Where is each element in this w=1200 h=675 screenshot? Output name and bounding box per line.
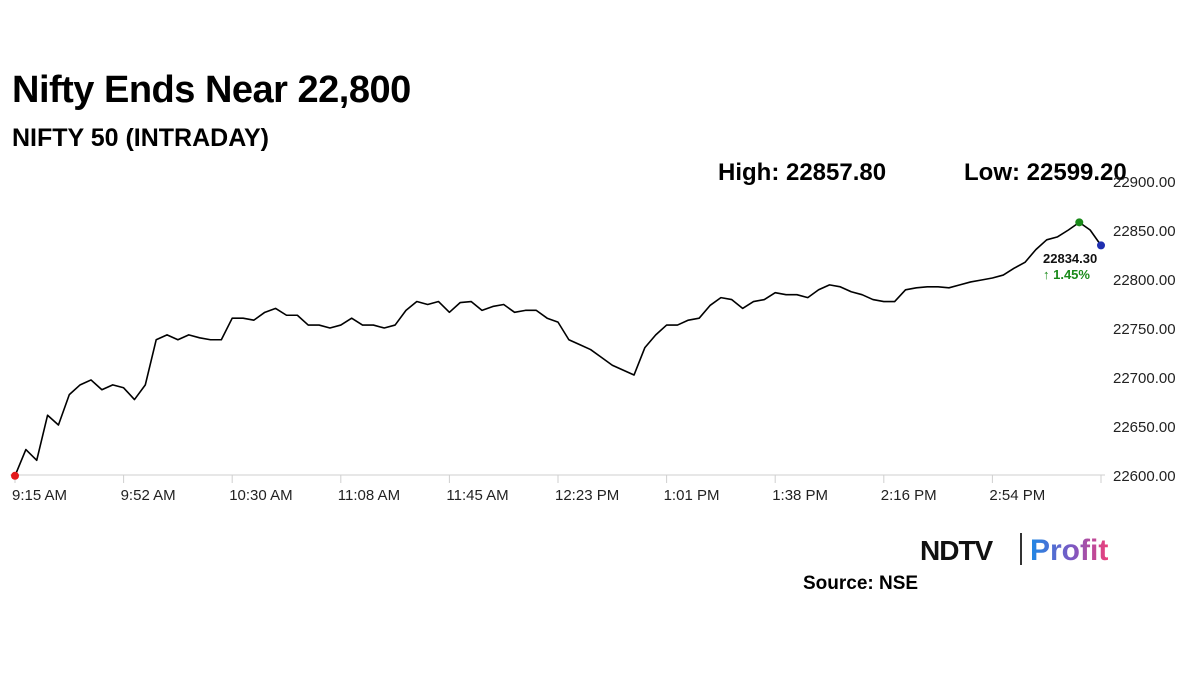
y-tick-label: 22600.00 xyxy=(1113,468,1176,485)
low-annotation: Low: 22599.20 xyxy=(964,159,1127,186)
price-line xyxy=(14,221,1102,477)
x-tick-label: 9:15 AM xyxy=(12,487,67,504)
logo-left: NDTV xyxy=(920,535,994,566)
x-tick-label: 2:16 PM xyxy=(881,487,937,504)
y-tick-label: 22850.00 xyxy=(1113,223,1176,240)
x-tick-label: 9:52 AM xyxy=(121,487,176,504)
y-tick-label: 22700.00 xyxy=(1113,370,1176,387)
change-annotation: ↑ 1.45% xyxy=(1043,267,1090,282)
y-tick-label: 22750.00 xyxy=(1113,321,1176,338)
x-tick-label: 12:23 PM xyxy=(555,487,619,504)
low-marker xyxy=(11,471,19,480)
source: Source: NSE xyxy=(803,573,918,594)
close-annotation: 22834.30 xyxy=(1043,251,1097,266)
close-marker xyxy=(1097,241,1105,250)
y-tick-label: 22900.00 xyxy=(1113,174,1176,191)
x-tick-label: 1:01 PM xyxy=(664,487,720,504)
chart-subtitle: NIFTY 50 (INTRADAY) xyxy=(12,124,269,152)
logo-right: Profit xyxy=(1030,534,1108,567)
y-tick-label: 22650.00 xyxy=(1113,419,1176,436)
high-marker xyxy=(1075,218,1084,227)
y-tick-label: 22800.00 xyxy=(1113,272,1176,289)
x-tick-label: 1:38 PM xyxy=(772,487,828,504)
x-tick-label: 10:30 AM xyxy=(229,487,292,504)
x-tick-label: 11:45 AM xyxy=(446,487,508,504)
high-annotation: High: 22857.80 xyxy=(718,159,886,186)
chart-title: Nifty Ends Near 22,800 xyxy=(12,69,411,111)
x-tick-label: 2:54 PM xyxy=(989,487,1045,504)
x-tick-label: 11:08 AM xyxy=(338,487,400,504)
